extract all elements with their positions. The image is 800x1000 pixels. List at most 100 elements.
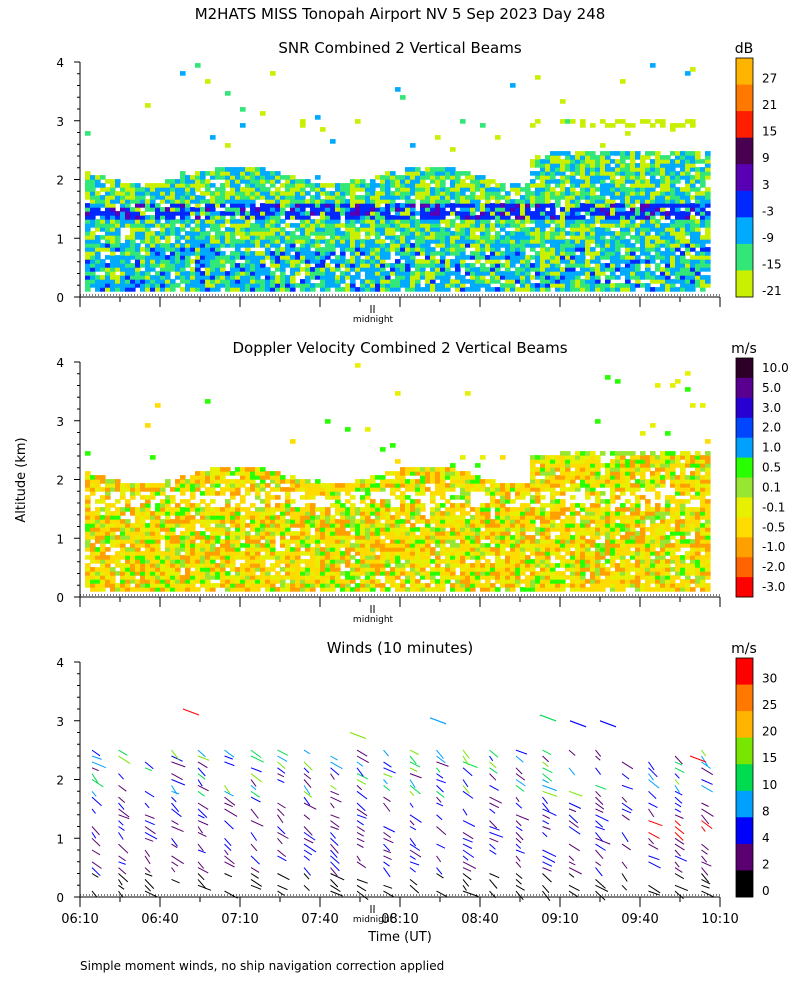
heatmap-cell [265,575,271,580]
heatmap-cell [245,183,251,188]
heatmap-cell [240,551,246,556]
heatmap-cell [145,587,151,592]
heatmap-cell [670,211,676,216]
heatmap-cell [580,167,586,172]
heatmap-cell [355,547,361,552]
heatmap-cell [240,515,246,520]
heatmap-cell [260,203,266,208]
heatmap-cell [340,187,346,192]
heatmap-cell [160,559,166,564]
heatmap-cell [275,487,281,492]
heatmap-cell [220,523,226,528]
heatmap-cell [220,559,226,564]
heatmap-cell [630,223,636,228]
heatmap-cell [705,199,711,204]
heatmap-cell [245,515,251,520]
heatmap-cell [210,471,216,476]
heatmap-cell [255,259,261,264]
heatmap-cell [285,567,291,572]
heatmap-cell [225,575,231,580]
heatmap-cell [270,563,276,568]
heatmap-cell [230,267,236,272]
heatmap-cell [255,279,261,284]
heatmap-cell [515,243,521,248]
heatmap-cell [675,227,681,232]
heatmap-cell [175,199,181,204]
heatmap-cell [575,159,581,164]
heatmap-cell [190,479,196,484]
heatmap-cell [240,219,246,224]
heatmap-cell [90,515,96,520]
heatmap-cell [495,135,501,140]
heatmap-cell [640,239,646,244]
heatmap-cell [415,271,421,276]
heatmap-cell [635,247,641,252]
heatmap-cell [155,543,161,548]
heatmap-cell [240,231,246,236]
heatmap-cell [140,483,146,488]
heatmap-cell [235,587,241,592]
snr-panel: SNR Combined 2 Vertical Beams dB 01234mi… [56,39,781,325]
heatmap-cell [100,575,106,580]
heatmap-cell [345,223,351,228]
heatmap-cell [620,215,626,220]
heatmap-cell [295,183,301,188]
heatmap-cell [115,183,121,188]
heatmap-cell [540,267,546,272]
heatmap-cell [220,575,226,580]
heatmap-cell [515,199,521,204]
heatmap-cell [615,251,621,256]
heatmap-cell [295,539,301,544]
heatmap-cell [600,207,606,212]
heatmap-cell [365,283,371,288]
heatmap-cell [645,151,651,156]
heatmap-cell [230,575,236,580]
heatmap-cell [85,543,91,548]
heatmap-cell [85,239,91,244]
heatmap-cell [275,175,281,180]
heatmap-cell [560,279,566,284]
heatmap-cell [420,191,426,196]
heatmap-cell [225,499,231,504]
heatmap-cell [595,251,601,256]
heatmap-cell [85,179,91,184]
heatmap-cell [245,563,251,568]
y-tick-label: 2 [56,174,64,188]
heatmap-cell [550,191,556,196]
heatmap-cell [345,499,351,504]
heatmap-cell [620,187,626,192]
heatmap-cell [320,531,326,536]
heatmap-cell [370,223,376,228]
heatmap-cell [210,263,216,268]
heatmap-cell [555,271,561,276]
heatmap-cell [305,215,311,220]
heatmap-cell [195,511,201,516]
heatmap-cell [325,571,331,576]
heatmap-cell [145,547,151,552]
heatmap-cell [370,535,376,540]
heatmap-cell [170,183,176,188]
heatmap-cell [605,183,611,188]
heatmap-cell [255,587,261,592]
heatmap-cell [305,275,311,280]
heatmap-cell [90,279,96,284]
heatmap-cell [590,275,596,280]
heatmap-cell [530,239,536,244]
heatmap-cell [305,231,311,236]
heatmap-cell [155,191,161,196]
heatmap-cell [575,207,581,212]
heatmap-cell [210,255,216,260]
heatmap-cell [575,211,581,216]
heatmap-cell [195,227,201,232]
heatmap-cell [295,515,301,520]
heatmap-cell [350,547,356,552]
heatmap-cell [100,263,106,268]
heatmap-cell [335,547,341,552]
heatmap-cell [120,539,126,544]
heatmap-cell [380,503,386,508]
heatmap-cell [675,159,681,164]
heatmap-cell [210,211,216,216]
heatmap-cell [255,211,261,216]
heatmap-cell [370,519,376,524]
heatmap-cell [265,287,271,292]
